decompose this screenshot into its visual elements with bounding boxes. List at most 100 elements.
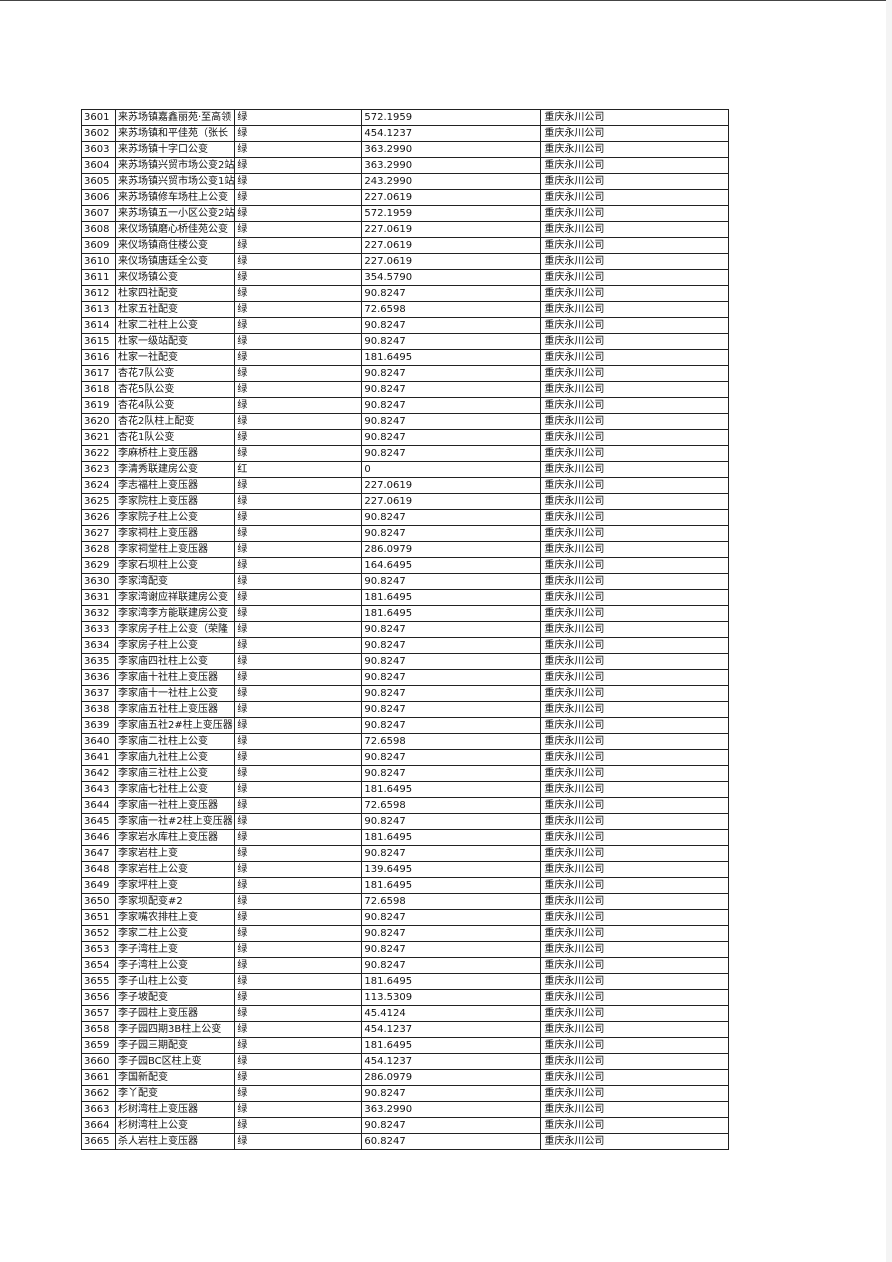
table-row: 3641 李家庙九社柱上公变绿 90.8247 重庆永川公司 bbox=[81, 749, 730, 766]
value-cell: 90.8247 bbox=[361, 845, 542, 862]
table-row: 3617 杏花7队公变绿 90.8247 重庆永川公司 bbox=[81, 365, 730, 382]
table-row: 3616 杜家一社配变绿 181.6495 重庆永川公司 bbox=[81, 349, 730, 366]
row-id-cell: 3603 bbox=[81, 141, 116, 158]
transformer-table: 3601 来苏场镇嘉鑫丽苑·至高领绿 572.1959 重庆永川公司 3602 来苏场镇和… bbox=[81, 109, 730, 1150]
name-cell: 李家庙十一社柱上公变 bbox=[114, 685, 236, 702]
name-cell: 来苏场镇兴贸市场公变2站 bbox=[114, 157, 236, 174]
row-id-cell: 3610 bbox=[81, 253, 116, 270]
name-cell: 李子湾柱上变 bbox=[114, 941, 236, 958]
row-id-cell: 3621 bbox=[81, 429, 116, 446]
row-id-cell: 3659 bbox=[81, 1037, 116, 1054]
company-cell: 重庆永川公司 bbox=[540, 1133, 730, 1150]
name-cell: 杏花1队公变 bbox=[114, 429, 236, 446]
row-id-cell: 3651 bbox=[81, 909, 116, 926]
table-row: 3631 李家湾谢应祥联建房公变绿 181.6495 重庆永川公司 bbox=[81, 589, 730, 606]
company-cell: 重庆永川公司 bbox=[540, 189, 730, 206]
status-cell: 绿 bbox=[234, 541, 363, 558]
name-cell: 李家庙一社柱上变压器 bbox=[114, 797, 236, 814]
table-row: 3629 李家石坝柱上公变绿 164.6495 重庆永川公司 bbox=[81, 557, 730, 574]
value-cell: 454.1237 bbox=[361, 1053, 542, 1070]
company-cell: 重庆永川公司 bbox=[540, 861, 730, 878]
name-cell: 李家庙七社柱上公变 bbox=[114, 781, 236, 798]
company-cell: 重庆永川公司 bbox=[540, 269, 730, 286]
status-cell: 绿 bbox=[234, 605, 363, 622]
value-cell: 72.6598 bbox=[361, 797, 542, 814]
value-cell: 181.6495 bbox=[361, 349, 542, 366]
name-cell: 李子园三期配变 bbox=[114, 1037, 236, 1054]
table-row: 3644 李家庙一社柱上变压器绿 72.6598 重庆永川公司 bbox=[81, 797, 730, 814]
company-cell: 重庆永川公司 bbox=[540, 397, 730, 414]
status-cell: 绿 bbox=[234, 893, 363, 910]
company-cell: 重庆永川公司 bbox=[540, 845, 730, 862]
row-id-cell: 3632 bbox=[81, 605, 116, 622]
table-row: 3606 来苏场镇修车场柱上公变绿 227.0619 重庆永川公司 bbox=[81, 189, 730, 206]
row-id-cell: 3642 bbox=[81, 765, 116, 782]
name-cell: 李子山柱上公变 bbox=[114, 973, 236, 990]
company-cell: 重庆永川公司 bbox=[540, 621, 730, 638]
row-id-cell: 3663 bbox=[81, 1101, 116, 1118]
name-cell: 杜家二社柱上公变 bbox=[114, 317, 236, 334]
row-id-cell: 3629 bbox=[81, 557, 116, 574]
table-row: 3618 杏花5队公变绿 90.8247 重庆永川公司 bbox=[81, 381, 730, 398]
row-id-cell: 3628 bbox=[81, 541, 116, 558]
value-cell: 227.0619 bbox=[361, 189, 542, 206]
status-cell: 绿 bbox=[234, 717, 363, 734]
name-cell: 李家庙十社柱上变压器 bbox=[114, 669, 236, 686]
company-cell: 重庆永川公司 bbox=[540, 941, 730, 958]
status-cell: 绿 bbox=[234, 397, 363, 414]
row-id-cell: 3602 bbox=[81, 125, 116, 142]
name-cell: 杏花2队柱上配变 bbox=[114, 413, 236, 430]
table-row: 3613 杜家五社配变绿 72.6598 重庆永川公司 bbox=[81, 301, 730, 318]
status-cell: 绿 bbox=[234, 653, 363, 670]
status-cell: 绿 bbox=[234, 253, 363, 270]
name-cell: 李家湾配变 bbox=[114, 573, 236, 590]
table-body: 3601 来苏场镇嘉鑫丽苑·至高领绿 572.1959 重庆永川公司 3602 来苏场镇和… bbox=[81, 109, 730, 1150]
name-cell: 杜家四社配变 bbox=[114, 285, 236, 302]
value-cell: 181.6495 bbox=[361, 589, 542, 606]
name-cell: 李家嘴农排柱上变 bbox=[114, 909, 236, 926]
row-id-cell: 3605 bbox=[81, 173, 116, 190]
company-cell: 重庆永川公司 bbox=[540, 749, 730, 766]
status-cell: 绿 bbox=[234, 829, 363, 846]
table-row: 3610 来仪场镇唐廷全公变绿 227.0619 重庆永川公司 bbox=[81, 253, 730, 270]
status-cell: 绿 bbox=[234, 589, 363, 606]
name-cell: 杏花5队公变 bbox=[114, 381, 236, 398]
name-cell: 杜家一级站配变 bbox=[114, 333, 236, 350]
row-id-cell: 3665 bbox=[81, 1133, 116, 1150]
company-cell: 重庆永川公司 bbox=[540, 685, 730, 702]
value-cell: 90.8247 bbox=[361, 813, 542, 830]
status-cell: 绿 bbox=[234, 701, 363, 718]
status-cell: 绿 bbox=[234, 1069, 363, 1086]
row-id-cell: 3606 bbox=[81, 189, 116, 206]
row-id-cell: 3607 bbox=[81, 205, 116, 222]
company-cell: 重庆永川公司 bbox=[540, 1021, 730, 1038]
name-cell: 来仪场镇公变 bbox=[114, 269, 236, 286]
table-row: 3602 来苏场镇和平佳苑（张长绿 454.1237 重庆永川公司 bbox=[81, 125, 730, 142]
row-id-cell: 3635 bbox=[81, 653, 116, 670]
name-cell: 李子园BC区柱上变 bbox=[114, 1053, 236, 1070]
row-id-cell: 3626 bbox=[81, 509, 116, 526]
company-cell: 重庆永川公司 bbox=[540, 125, 730, 142]
value-cell: 181.6495 bbox=[361, 1037, 542, 1054]
table-row: 3621 杏花1队公变绿 90.8247 重庆永川公司 bbox=[81, 429, 730, 446]
value-cell: 90.8247 bbox=[361, 381, 542, 398]
status-cell: 绿 bbox=[234, 957, 363, 974]
value-cell: 72.6598 bbox=[361, 893, 542, 910]
row-id-cell: 3617 bbox=[81, 365, 116, 382]
row-id-cell: 3645 bbox=[81, 813, 116, 830]
status-cell: 绿 bbox=[234, 813, 363, 830]
company-cell: 重庆永川公司 bbox=[540, 1037, 730, 1054]
status-cell: 绿 bbox=[234, 413, 363, 430]
status-cell: 绿 bbox=[234, 429, 363, 446]
company-cell: 重庆永川公司 bbox=[540, 349, 730, 366]
status-cell: 绿 bbox=[234, 1005, 363, 1022]
company-cell: 重庆永川公司 bbox=[540, 1085, 730, 1102]
value-cell: 90.8247 bbox=[361, 957, 542, 974]
table-row: 3658 李子园四期3B柱上公变绿 454.1237 重庆永川公司 bbox=[81, 1021, 730, 1038]
name-cell: 李清秀联建房公变 bbox=[114, 461, 236, 478]
table-row: 3638 李家庙五社柱上变压器绿 90.8247 重庆永川公司 bbox=[81, 701, 730, 718]
name-cell: 李家院子柱上公变 bbox=[114, 509, 236, 526]
row-id-cell: 3664 bbox=[81, 1117, 116, 1134]
name-cell: 李家庙五社柱上变压器 bbox=[114, 701, 236, 718]
status-cell: 绿 bbox=[234, 525, 363, 542]
